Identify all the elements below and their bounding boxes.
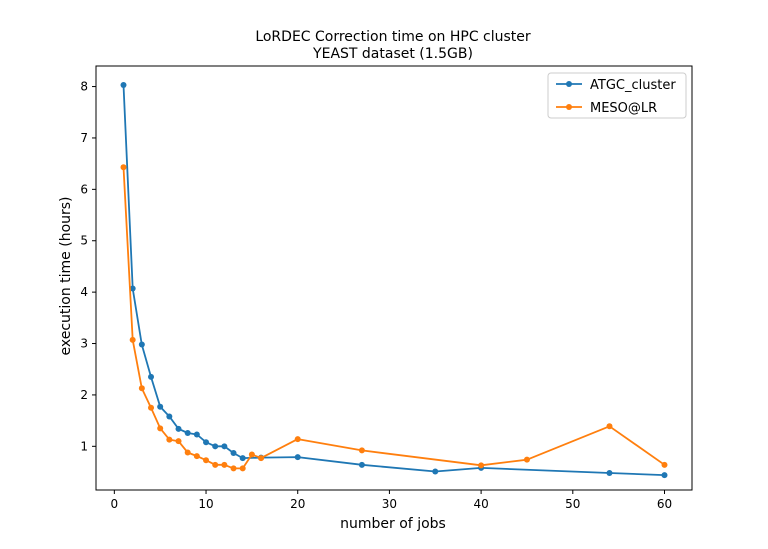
y-tick-label: 6 (80, 182, 88, 196)
data-point-meso-lr (166, 436, 173, 443)
y-tick-label: 8 (80, 80, 88, 94)
data-point-meso-lr (239, 465, 246, 472)
data-point-meso-lr (248, 451, 255, 458)
x-tick-label: 10 (198, 497, 213, 511)
data-point-meso-lr (258, 455, 265, 462)
legend-box (547, 72, 687, 119)
data-point-atgc-cluster (606, 470, 613, 477)
y-tick-label: 1 (80, 439, 88, 453)
legend-marker-atgc (566, 81, 572, 87)
data-point-meso-lr (129, 336, 136, 343)
data-point-atgc-cluster (129, 285, 136, 292)
legend-marker-meso (566, 104, 572, 110)
data-point-meso-lr (230, 465, 237, 472)
data-point-atgc-cluster (294, 454, 301, 461)
data-point-meso-lr (175, 438, 182, 445)
data-point-meso-lr (358, 447, 365, 454)
y-tick-label: 4 (80, 285, 88, 299)
axes-frame (95, 65, 693, 491)
data-point-atgc-cluster (138, 341, 145, 348)
x-axis-label: number of jobs (340, 516, 446, 532)
y-axis-label: execution time (hours) (58, 196, 74, 355)
data-point-atgc-cluster (358, 461, 365, 468)
data-point-atgc-cluster (203, 439, 210, 446)
chart-title: LoRDEC Correction time on HPC cluster (255, 29, 531, 45)
y-tick-label: 7 (80, 131, 88, 145)
data-point-meso-lr (221, 461, 228, 468)
data-point-meso-lr (184, 449, 191, 456)
data-point-meso-lr (661, 461, 668, 468)
data-point-atgc-cluster (212, 443, 219, 450)
data-point-atgc-cluster (230, 449, 237, 456)
series-line-meso-lr (122, 167, 666, 470)
data-point-atgc-cluster (184, 429, 191, 436)
data-point-atgc-cluster (148, 373, 155, 380)
x-tick-label: 50 (565, 497, 580, 511)
x-tick-label: 30 (382, 497, 397, 511)
series-line-atgc-cluster (122, 84, 665, 476)
data-point-meso-lr (203, 457, 210, 464)
x-tick-label: 0 (111, 497, 119, 511)
chart-subtitle: YEAST dataset (1.5GB) (312, 46, 473, 62)
data-point-meso-lr (478, 462, 485, 469)
data-point-atgc-cluster (661, 472, 668, 479)
data-point-atgc-cluster (120, 82, 127, 89)
data-point-meso-lr (606, 423, 613, 430)
data-point-meso-lr (523, 456, 530, 463)
axis-ticks: 0 10 20 30 40 50 60 1 2 3 4 5 6 7 8 (80, 80, 672, 511)
y-tick-label: 5 (80, 234, 88, 248)
data-point-meso-lr (138, 385, 145, 392)
legend-label-meso: MESO@LR (590, 101, 657, 116)
plot-area (120, 82, 668, 479)
x-tick-label: 20 (290, 497, 305, 511)
data-point-atgc-cluster (175, 425, 182, 432)
data-point-meso-lr (212, 461, 219, 468)
y-tick-label: 3 (80, 337, 88, 351)
data-point-meso-lr (193, 453, 200, 460)
legend: ATGC_cluster MESO@LR (547, 72, 687, 119)
x-tick-label: 40 (473, 497, 488, 511)
data-point-atgc-cluster (193, 431, 200, 438)
data-point-atgc-cluster (157, 403, 164, 410)
x-tick-label: 60 (657, 497, 672, 511)
data-point-meso-lr (148, 404, 155, 411)
data-point-atgc-cluster (221, 443, 228, 450)
data-point-atgc-cluster (432, 468, 439, 475)
data-point-meso-lr (157, 425, 164, 432)
legend-label-atgc: ATGC_cluster (590, 78, 676, 93)
y-tick-label: 2 (80, 388, 88, 402)
data-point-meso-lr (120, 164, 127, 171)
data-point-atgc-cluster (166, 413, 173, 420)
data-point-meso-lr (294, 436, 301, 443)
data-point-atgc-cluster (239, 455, 246, 462)
